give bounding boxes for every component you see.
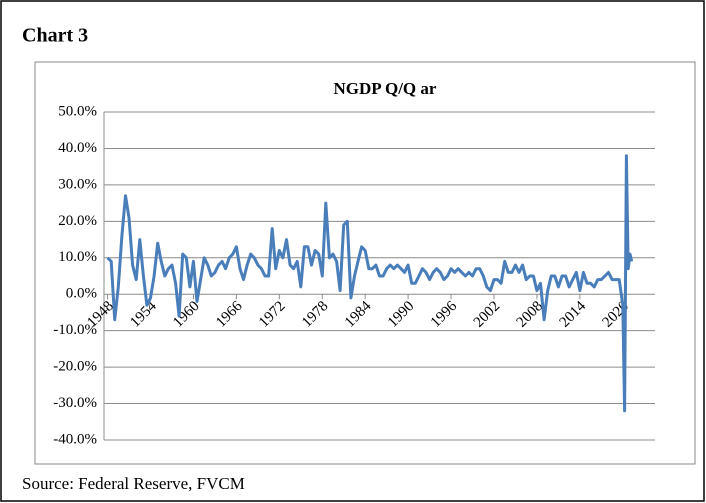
chart-frame bbox=[34, 61, 696, 465]
y-tick-label: -10.0% bbox=[53, 322, 97, 338]
y-tick-label: -30.0% bbox=[53, 395, 97, 411]
chart-title: NGDP Q/Q ar bbox=[334, 79, 437, 98]
source-note: Source: Federal Reserve, FVCM bbox=[22, 474, 245, 493]
y-tick-label: 10.0% bbox=[58, 249, 97, 265]
y-tick-label: 30.0% bbox=[58, 176, 97, 192]
y-tick-label: -20.0% bbox=[53, 359, 97, 375]
y-tick-label: -40.0% bbox=[53, 431, 97, 447]
page-title: Chart 3 bbox=[22, 25, 88, 47]
y-tick-label: 50.0% bbox=[58, 103, 97, 119]
y-tick-label: 40.0% bbox=[58, 140, 97, 156]
y-tick-label: 20.0% bbox=[58, 213, 97, 229]
data-line bbox=[106, 154, 634, 413]
y-tick-label: 0.0% bbox=[66, 286, 97, 302]
